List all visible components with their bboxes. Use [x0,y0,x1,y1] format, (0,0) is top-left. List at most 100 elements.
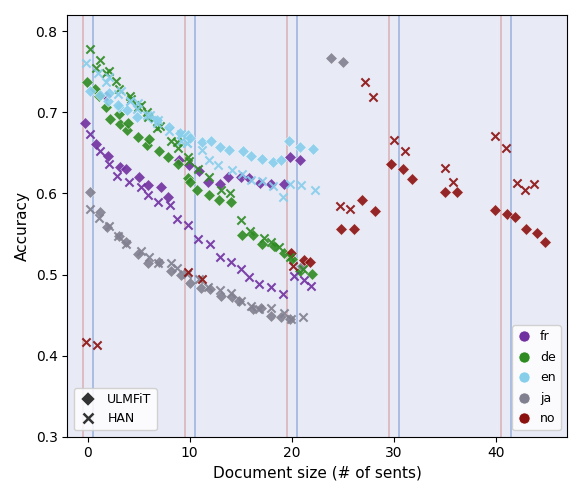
Point [267,312,276,320]
Point [184,157,194,165]
Point [286,249,296,257]
Point [227,293,236,301]
Legend: fr, de, en, ja, no: fr, de, en, ja, no [513,325,560,431]
Point [228,166,237,174]
Point [278,290,288,298]
Point [299,265,308,273]
Point [92,341,101,349]
Point [513,179,522,187]
Point [134,99,143,107]
Point [502,144,511,152]
Point [307,270,317,278]
Point [217,186,226,194]
Point [183,153,193,161]
Point [237,170,247,178]
Point [91,140,101,148]
Point [339,58,348,65]
Point [164,126,173,134]
Point [244,175,253,183]
Point [105,223,114,231]
Point [113,90,122,98]
Point [267,283,276,291]
Point [440,164,449,172]
Point [215,181,225,188]
Point [541,239,550,247]
Point [173,144,183,152]
Point [142,141,151,149]
Point [175,128,184,136]
Point [95,147,105,155]
Point [176,130,186,138]
Point [122,126,132,134]
Point [165,123,174,131]
Point [215,253,225,261]
Point [113,232,122,240]
Point [286,315,295,323]
Point [217,292,226,300]
Point [126,95,136,103]
Point [453,188,462,196]
Point [299,313,308,321]
Point [145,112,154,120]
Point [81,338,91,346]
Point [236,216,246,224]
Point [297,182,306,189]
Point [205,285,215,293]
Point [299,276,308,284]
Point [308,145,318,153]
Point [225,189,235,197]
Point [174,156,183,164]
Point [164,153,173,161]
Point [132,113,141,121]
Point [133,250,143,258]
Point [163,193,172,201]
Point [310,186,319,194]
Point [214,196,223,204]
Point [93,68,102,76]
Point [235,297,244,305]
Point [279,309,289,317]
Point [204,283,213,291]
Point [490,206,499,214]
Point [111,77,120,85]
Point [350,225,359,233]
Point [154,116,163,124]
Point [295,143,304,151]
Point [173,160,183,168]
Point [239,147,248,155]
Point [112,172,122,180]
Point [114,232,123,240]
Point [101,92,111,100]
Point [510,213,520,221]
Point [197,137,207,145]
Point [103,97,112,105]
Point [249,231,258,239]
Point [357,195,367,203]
Point [101,78,111,86]
Point [276,313,286,321]
Point [86,87,95,95]
Point [346,205,355,213]
Point [306,282,315,290]
Point [95,91,105,99]
Point [167,267,176,275]
Point [173,264,182,272]
Point [145,253,154,261]
Point [247,176,256,184]
Point [193,235,203,243]
Point [529,180,538,188]
Point [285,253,294,261]
Point [521,225,531,233]
Point [269,243,278,250]
Point [105,89,114,97]
Point [236,297,246,305]
Point [186,134,195,142]
Point [386,160,396,168]
Point [85,45,94,53]
Point [134,103,143,111]
Point [152,119,161,127]
Point [276,156,286,164]
Point [399,165,408,173]
Point [407,175,417,183]
Point [223,173,233,181]
